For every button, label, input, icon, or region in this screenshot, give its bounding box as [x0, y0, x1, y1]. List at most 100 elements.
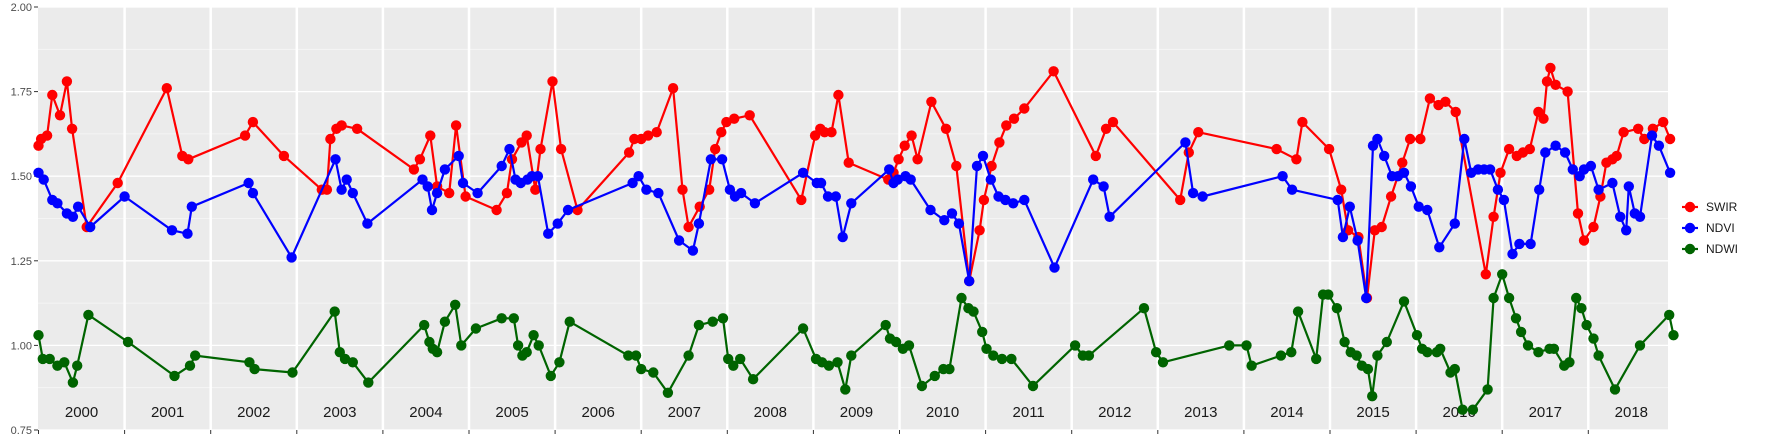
- data-point-swir: [47, 89, 58, 101]
- data-point-ndwi: [122, 336, 134, 348]
- data-point-ndvi: [1379, 150, 1390, 162]
- data-point-ndwi: [528, 330, 539, 341]
- data-point-swir: [1404, 133, 1416, 145]
- data-point-ndvi: [1621, 225, 1632, 236]
- year-label: 2014: [1270, 404, 1303, 421]
- data-point-ndvi: [1593, 184, 1604, 195]
- data-point-swir: [1618, 127, 1629, 138]
- data-point-swir: [912, 154, 923, 165]
- data-point-ndvi: [1540, 147, 1551, 158]
- legend-key-point: [1684, 201, 1696, 213]
- data-point-ndvi: [1332, 194, 1343, 206]
- data-point-swir: [491, 204, 502, 216]
- data-point-ndvi: [693, 218, 705, 229]
- data-point-ndwi: [717, 313, 729, 324]
- data-point-ndwi: [1224, 340, 1235, 351]
- year-label: 2018: [1615, 404, 1648, 421]
- data-point-ndvi: [1008, 198, 1019, 209]
- data-point-ndvi: [815, 177, 827, 189]
- data-point-ndvi: [939, 215, 950, 226]
- data-point-swir: [66, 123, 78, 134]
- year-label: 2013: [1184, 404, 1217, 421]
- data-point-swir: [41, 130, 53, 141]
- data-point-swir: [651, 127, 662, 138]
- data-point-ndwi: [1422, 347, 1433, 358]
- data-point-ndwi: [880, 319, 891, 331]
- data-point-ndwi: [1323, 289, 1334, 300]
- data-point-ndvi: [1337, 231, 1349, 243]
- y-tick-label: 2.00: [11, 2, 32, 14]
- data-point-ndwi: [44, 353, 55, 365]
- year-label: 2015: [1356, 404, 1389, 421]
- data-point-ndvi: [336, 184, 347, 195]
- data-point-ndwi: [1367, 391, 1378, 402]
- data-point-ndvi: [1664, 167, 1676, 178]
- data-point-ndwi: [1246, 360, 1257, 371]
- data-point-ndwi: [1609, 384, 1621, 395]
- data-point-swir: [1664, 133, 1676, 145]
- data-point-ndwi: [554, 357, 565, 368]
- data-point-ndvi: [52, 198, 63, 209]
- data-point-ndwi: [456, 340, 467, 351]
- data-point-ndvi: [633, 171, 644, 182]
- year-label: 2010: [926, 404, 959, 421]
- data-point-swir: [1385, 191, 1397, 202]
- data-point-swir: [1450, 106, 1461, 118]
- data-point-swir: [408, 164, 420, 175]
- data-point-swir: [1611, 150, 1622, 162]
- data-point-ndvi: [1352, 235, 1363, 246]
- data-point-ndvi: [472, 187, 483, 199]
- data-point-ndwi: [1398, 296, 1410, 307]
- data-point-ndwi: [1497, 269, 1508, 280]
- data-point-swir: [501, 187, 513, 199]
- data-point-ndwi: [707, 316, 718, 327]
- data-point-ndwi: [249, 363, 260, 375]
- data-point-ndvi: [705, 154, 717, 165]
- data-point-swir: [278, 150, 290, 162]
- data-point-swir: [321, 184, 333, 195]
- data-point-swir: [926, 96, 937, 108]
- data-point-ndvi: [1559, 147, 1571, 158]
- data-point-ndvi: [119, 191, 130, 202]
- data-point-ndvi: [971, 160, 983, 172]
- data-point-ndwi: [903, 340, 915, 351]
- data-point-swir: [1001, 120, 1012, 131]
- data-point-ndwi: [1457, 404, 1468, 415]
- data-point-ndvi: [1534, 184, 1545, 195]
- data-point-swir: [1183, 147, 1195, 158]
- data-point-ndwi: [1275, 350, 1287, 361]
- data-point-swir: [1633, 123, 1644, 134]
- data-point-ndvi: [426, 204, 438, 216]
- data-point-swir: [978, 194, 990, 206]
- year-label: 2007: [668, 404, 701, 421]
- data-point-ndvi: [1187, 187, 1199, 199]
- data-point-ndvi: [439, 164, 451, 175]
- data-point-ndvi: [1567, 164, 1579, 175]
- data-point-ndwi: [184, 360, 196, 371]
- legend-label-ndvi: NDVI: [1706, 221, 1735, 235]
- data-point-ndwi: [1435, 343, 1446, 354]
- data-point-swir: [1424, 93, 1436, 104]
- data-point-ndwi: [846, 350, 857, 361]
- data-point-ndwi: [545, 370, 556, 382]
- data-point-swir: [535, 143, 546, 155]
- year-label: 2000: [65, 404, 98, 421]
- data-point-swir: [425, 130, 436, 141]
- year-label: 2003: [323, 404, 356, 421]
- data-point-ndvi: [1646, 130, 1658, 141]
- data-point-swir: [899, 140, 910, 151]
- y-tick-label: 1.50: [11, 171, 32, 183]
- year-label: 2009: [840, 404, 873, 421]
- data-point-swir: [1578, 235, 1590, 246]
- data-point-ndvi: [166, 225, 178, 236]
- data-point-ndwi: [512, 340, 524, 351]
- data-point-ndwi: [747, 374, 759, 385]
- data-point-swir: [1495, 167, 1506, 178]
- data-point-swir: [1297, 116, 1308, 128]
- data-point-swir: [1008, 113, 1020, 124]
- data-point-ndvi: [543, 228, 554, 239]
- data-point-ndwi: [630, 350, 642, 361]
- data-point-ndwi: [636, 363, 647, 375]
- data-point-swir: [1488, 211, 1499, 222]
- data-point-ndwi: [1372, 350, 1383, 361]
